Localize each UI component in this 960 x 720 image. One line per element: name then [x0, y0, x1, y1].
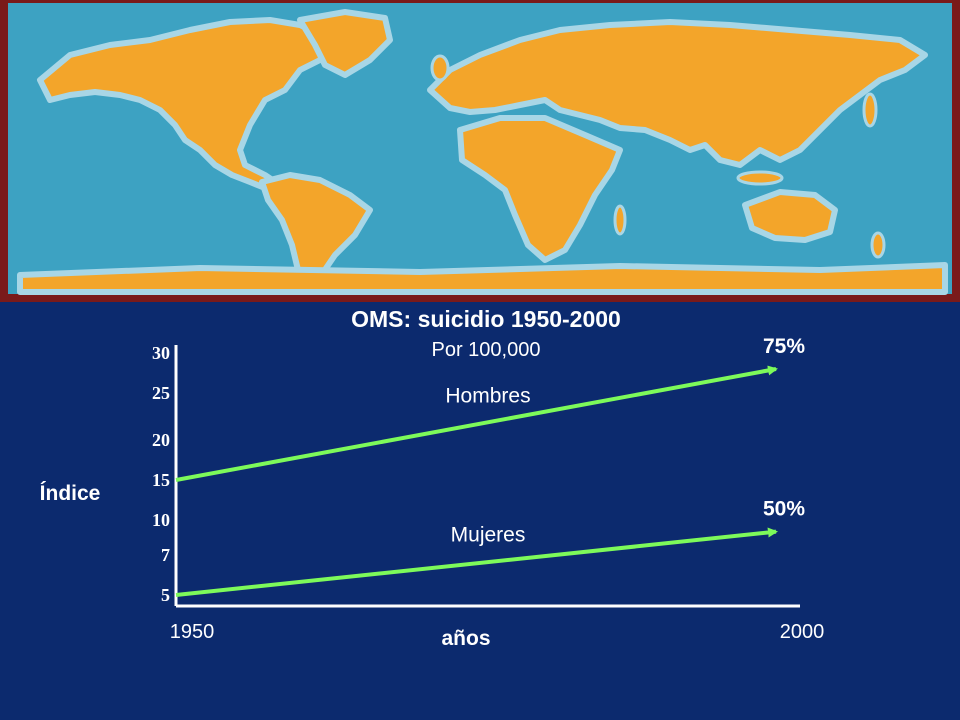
chart-title: OMS: suicidio 1950-2000 [351, 306, 621, 332]
continent-greenland [297, 9, 393, 78]
continent-australia [742, 189, 838, 243]
map-islands [430, 54, 886, 259]
continent-antarctica [17, 262, 948, 295]
continent-eurasia [427, 19, 928, 168]
y-tick-labels: 30 25 20 15 10 7 5 [152, 343, 170, 605]
y-tick-label: 7 [161, 545, 170, 565]
island-indonesia [736, 170, 784, 186]
x-tick-label: 1950 [170, 621, 215, 643]
y-tick-label: 15 [152, 470, 170, 490]
series-line-mujeres [175, 527, 778, 597]
y-tick-label: 30 [152, 343, 170, 363]
island-madagascar [613, 204, 627, 236]
y-tick-label: 5 [161, 585, 170, 605]
series-lines: Hombres 75% Mujeres 50% [175, 335, 805, 597]
island-uk [430, 54, 450, 82]
x-axis-label: años [441, 627, 490, 650]
chart-subtitle: Por 100,000 [432, 339, 541, 361]
series-label-mujeres: Mujeres [451, 523, 526, 546]
island-japan [862, 92, 878, 128]
series-line-hombres [175, 365, 778, 482]
x-tick-labels: 1950 2000 [170, 621, 825, 643]
series-annotation-mujeres: 50% [763, 498, 805, 521]
x-tick-label: 2000 [780, 621, 825, 643]
continent-africa [457, 115, 623, 263]
series-annotation-hombres: 75% [763, 335, 805, 358]
series-label-hombres: Hombres [445, 385, 530, 408]
map-continents [17, 9, 948, 295]
world-map-image [0, 0, 960, 302]
y-tick-label: 25 [152, 383, 170, 403]
y-tick-label: 20 [152, 430, 170, 450]
island-nz [870, 231, 886, 259]
continent-north-america [37, 17, 333, 193]
y-axis-label: Índice [40, 482, 101, 505]
y-tick-label: 10 [152, 510, 170, 530]
